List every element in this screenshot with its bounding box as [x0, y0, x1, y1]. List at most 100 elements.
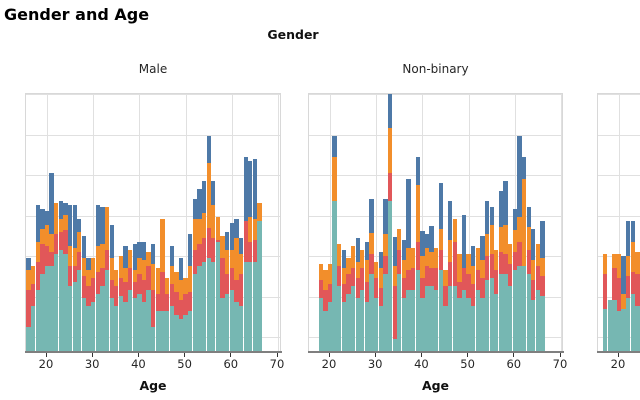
bar-segment-teal [378, 306, 383, 351]
bar-segment-orange [387, 128, 393, 173]
bar-segment-teal [626, 298, 631, 351]
bar-segment-red [387, 172, 393, 202]
bar-segment-red [225, 274, 230, 295]
bar-segment-teal [243, 261, 248, 351]
bar-segment-blue [81, 235, 87, 258]
bar-segment-teal [521, 265, 527, 351]
bar-segment-teal [30, 306, 36, 351]
bar-segment-red [517, 241, 522, 266]
bar-segment-blue [461, 215, 467, 268]
x-tick-label: 50 [460, 356, 475, 371]
bar-segment-teal [77, 270, 82, 351]
bar-segment-red [141, 280, 147, 303]
bar-segment-red [630, 272, 636, 295]
bar-segment-red [531, 280, 536, 301]
bar-segment-orange [424, 247, 430, 266]
bar-segment-blue [229, 223, 234, 250]
bar-segment-blue [26, 257, 31, 270]
bar-segment-red [238, 274, 244, 307]
bar-segment-blue [341, 249, 347, 268]
bar-segment-teal [169, 306, 174, 351]
x-tick-label: 60 [223, 356, 239, 371]
v-gridline [330, 94, 331, 351]
bar-segment-orange [77, 231, 82, 252]
bar-segment-blue [498, 190, 504, 228]
bar-segment-blue [252, 158, 258, 220]
bar-segment-red [415, 241, 420, 270]
bar-segment-teal [86, 306, 91, 351]
bar-segment-red [72, 265, 77, 283]
bar-segment-teal [155, 310, 161, 351]
bar-segment-teal [49, 265, 54, 351]
x-tick-label: 30 [367, 356, 383, 371]
bar-segment-red [526, 249, 531, 274]
bar-segment-orange [206, 162, 211, 228]
bar-segment-red [466, 274, 471, 299]
bar-segment-teal [332, 201, 337, 351]
bar-segment-orange [612, 253, 617, 268]
bar-segment-blue [540, 221, 545, 258]
bar-segment-orange [512, 229, 517, 252]
bar-segment-teal [461, 290, 467, 351]
bar-segment-red [401, 278, 407, 299]
bar-segment-blue [35, 205, 40, 242]
x-axis-line [25, 351, 282, 354]
bar-segment-red [374, 278, 379, 299]
x-tick-mark [513, 353, 515, 357]
bar-segment-blue [77, 219, 82, 232]
bar-segment-teal [211, 261, 216, 351]
bar-segment-orange [151, 263, 156, 291]
bar-segment-red [118, 278, 124, 297]
bar-segment-blue [206, 136, 211, 163]
bar-segment-orange [192, 219, 197, 250]
bar-segment-blue [424, 233, 430, 248]
x-tick-label: 60 [506, 356, 522, 371]
x-tick-label: 30 [84, 356, 100, 371]
facet-panel-male [25, 93, 281, 352]
bar-segment-blue [49, 172, 54, 234]
x-tick-mark [230, 353, 232, 357]
bar-segment-red [383, 255, 388, 274]
bar-segment-red [457, 282, 462, 299]
bar-segment-blue [517, 136, 522, 218]
bar-segment-red [40, 243, 45, 274]
bar-segment-red [480, 278, 485, 299]
bar-segment-teal [323, 310, 328, 351]
bar-segment-blue [626, 221, 631, 256]
bar-segment-red [63, 229, 68, 254]
bar-segment-teal [475, 290, 480, 351]
bar-segment-orange [484, 233, 490, 256]
v-gridline [139, 94, 141, 351]
bar-segment-teal [114, 306, 119, 351]
x-tick-label: 50 [177, 356, 192, 371]
bar-segment-blue [132, 243, 137, 270]
bar-segment-orange [498, 227, 504, 252]
bar-segment-teal [621, 308, 626, 351]
bar-segment-teal [35, 290, 40, 351]
h-gridline [26, 134, 280, 136]
bar-segment-orange [201, 213, 207, 238]
bar-segment-teal [109, 298, 114, 351]
facet-panel-non-binary [308, 93, 563, 352]
bar-segment-teal [81, 298, 87, 351]
bar-segment-teal [229, 290, 234, 351]
bar-segment-red [174, 292, 179, 315]
bar-segment-blue [243, 156, 248, 222]
bar-segment-blue [392, 237, 397, 266]
bar-segment-blue [169, 245, 174, 266]
bar-segment-teal [434, 290, 439, 351]
bar-segment-red [360, 267, 365, 291]
v-gridline [278, 94, 279, 351]
bar-segment-orange [489, 225, 494, 254]
bar-segment-teal [67, 286, 73, 351]
bar-segment-teal [40, 274, 45, 351]
bar-segment-orange [86, 269, 91, 287]
bar-segment-red [635, 274, 640, 307]
bar-segment-blue [503, 180, 508, 226]
bar-segment-teal [438, 270, 444, 351]
bar-segment-teal [374, 298, 379, 351]
bar-segment-red [471, 284, 476, 307]
x-axis-line [597, 351, 640, 354]
bar-segment-red [364, 282, 370, 303]
bar-segment-orange [257, 203, 262, 222]
